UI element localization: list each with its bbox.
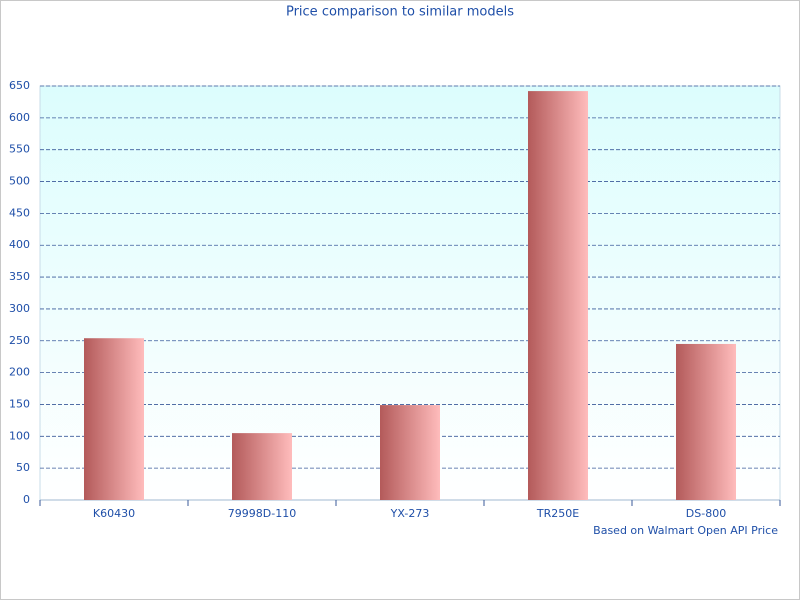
- y-tick-label: 0: [23, 493, 30, 506]
- y-tick-label: 100: [9, 429, 30, 442]
- y-tick-label: 600: [9, 111, 30, 124]
- x-tick-label: 79998D-110: [228, 507, 296, 520]
- bar: [84, 338, 144, 500]
- bar: [528, 91, 588, 500]
- y-tick-label: 50: [16, 461, 30, 474]
- bar: [232, 433, 292, 500]
- y-tick-label: 350: [9, 270, 30, 283]
- y-tick-label: 200: [9, 366, 30, 379]
- x-tick-label: DS-800: [686, 507, 726, 520]
- y-tick-label: 400: [9, 238, 30, 251]
- y-tick-label: 550: [9, 143, 30, 156]
- x-tick-label: TR250E: [536, 507, 579, 520]
- y-tick-label: 650: [9, 79, 30, 92]
- bar: [380, 405, 440, 500]
- y-tick-label: 250: [9, 334, 30, 347]
- x-tick-label: YX-273: [390, 507, 430, 520]
- chart-title: Price comparison to similar models: [286, 5, 514, 20]
- y-tick-label: 150: [9, 397, 30, 410]
- y-tick-label: 300: [9, 302, 30, 315]
- footnote: Based on Walmart Open API Price: [593, 524, 778, 537]
- x-tick-label: K60430: [93, 507, 135, 520]
- y-tick-label: 500: [9, 175, 30, 188]
- y-tick-label: 450: [9, 206, 30, 219]
- bar: [676, 343, 736, 500]
